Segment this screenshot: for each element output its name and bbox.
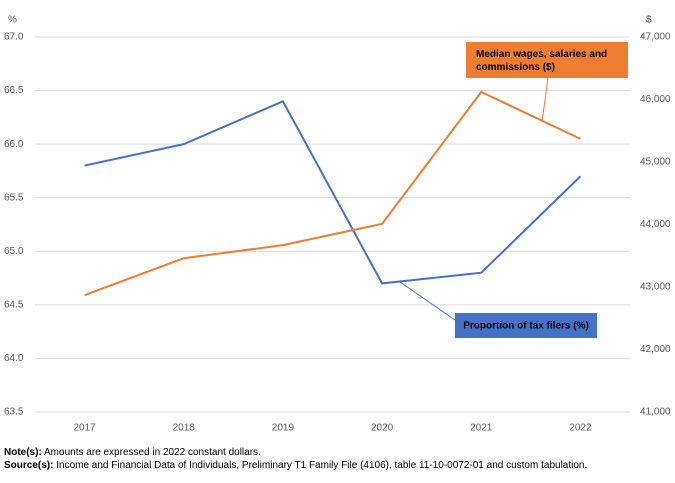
y-tick-label: 66.0 (4, 139, 24, 150)
annotation-box (466, 42, 628, 78)
y-unit: % (8, 15, 17, 26)
y2-tick-label: 43,000 (640, 282, 671, 293)
x-tick-label: 2022 (569, 423, 592, 434)
leader-line (541, 77, 549, 123)
annotation-label: Median wages, salaries and commissions ($… (476, 49, 607, 73)
y-tick-label: 64.5 (4, 299, 24, 310)
source: Source(s): Income and Financial Data of … (4, 460, 587, 471)
source-label: Source(s): (4, 460, 53, 471)
x-tick-label: 2018 (173, 423, 196, 434)
y2-tick-label: 42,000 (640, 344, 671, 355)
note-label: Note(s): (4, 447, 42, 458)
annotation-text-line: commissions ($) (476, 62, 555, 73)
y2-unit: $ (646, 15, 652, 26)
y-tick-label: 64.0 (4, 353, 24, 364)
x-tick-label: 2017 (73, 423, 96, 434)
x-tick-label: 2020 (371, 423, 394, 434)
y2-tick-label: 44,000 (640, 219, 671, 230)
y2-tick-label: 45,000 (640, 157, 671, 168)
x-tick-label: 2021 (470, 423, 493, 434)
annotation-text-line: Median wages, salaries and (476, 49, 607, 60)
note: Note(s): Amounts are expressed in 2022 c… (4, 447, 261, 458)
note-text: Amounts are expressed in 2022 constant d… (44, 447, 261, 458)
x-tick-label: 2019 (272, 423, 295, 434)
series-line (84, 90, 581, 297)
y-tick-label: 65.5 (4, 192, 24, 203)
y-tick-label: 63.5 (4, 407, 24, 418)
y2-tick-label: 47,000 (640, 32, 671, 43)
annotation-label: Proportion of tax filers (%) (463, 321, 589, 332)
annotation-box (455, 313, 597, 338)
series-line (84, 100, 582, 285)
source-text: Income and Financial Data of Individuals… (56, 460, 587, 471)
y-tick-label: 67.0 (4, 32, 24, 43)
y2-tick-label: 46,000 (640, 94, 671, 105)
y-tick-label: 66.5 (4, 85, 24, 96)
y2-tick-label: 41,000 (640, 407, 671, 418)
leader-line (399, 281, 456, 321)
y-tick-label: 65.0 (4, 246, 24, 257)
